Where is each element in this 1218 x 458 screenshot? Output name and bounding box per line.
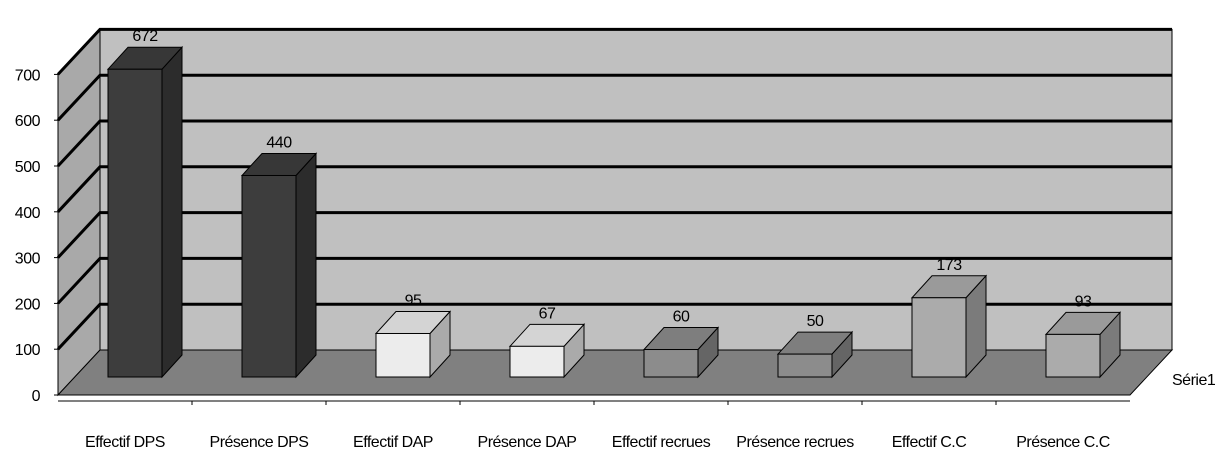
bar-front: [107, 68, 163, 378]
bar-front: [509, 345, 565, 378]
y-tick-label: 0: [32, 388, 41, 405]
bar: [240, 152, 318, 379]
bar-front: [777, 353, 833, 378]
category-label: Présence DPS: [210, 434, 309, 451]
gridline: [56, 211, 1172, 259]
y-tick-label: 200: [15, 296, 41, 313]
data-label: 672: [132, 28, 158, 45]
bar: [642, 326, 720, 379]
y-tick-label: 600: [15, 113, 41, 130]
gridline: [56, 165, 1172, 213]
gridline: [56, 119, 1172, 168]
category-label: Effectif DPS: [85, 434, 165, 451]
bar-front: [375, 332, 431, 378]
category-label: Effectif recrues: [612, 434, 711, 451]
bar-front: [911, 297, 967, 378]
y-axis: 0 100 200 300 400 500 600 700: [15, 67, 1130, 405]
gridlines: [56, 27, 1172, 351]
bar: [910, 274, 988, 379]
bar-front: [643, 349, 699, 378]
gridline: [56, 27, 1172, 76]
category-label: Présence recrues: [736, 434, 854, 451]
bar: [776, 330, 854, 379]
y-tick-label: 300: [15, 251, 41, 268]
bar: [1044, 311, 1122, 379]
bar: [508, 323, 586, 379]
gridline: [56, 302, 1172, 351]
data-label: 67: [539, 305, 556, 322]
data-label: 60: [673, 309, 690, 326]
floor: [56, 349, 1174, 396]
bar-side: [161, 45, 183, 379]
category-label: Effectif DAP: [353, 434, 433, 451]
category-label: Effectif C.C: [892, 434, 967, 451]
category-label: Présence DAP: [478, 434, 577, 451]
y-tick-label: 500: [15, 159, 41, 176]
data-label: 95: [405, 292, 422, 309]
bars: [106, 45, 1122, 379]
gridline: [56, 256, 1172, 305]
bar: [106, 45, 184, 379]
y-tick-label: 700: [15, 67, 41, 84]
bar-front: [241, 174, 297, 378]
series-label: Série1: [1172, 372, 1216, 389]
gridline: [56, 73, 1172, 122]
data-label: 93: [1075, 293, 1092, 310]
y-tick-label: 100: [15, 342, 41, 359]
bar-side: [295, 152, 317, 379]
data-label: 173: [936, 257, 962, 274]
bar: [374, 310, 452, 379]
data-label: 50: [807, 313, 824, 330]
labels: 672 Effectif DPS 440 Présence DPS 95 Effectif…: [85, 28, 1110, 451]
side-wall: [57, 28, 101, 397]
category-label: Présence C.C: [1016, 434, 1110, 451]
bar-front: [1045, 333, 1101, 378]
y-tick-label: 400: [15, 205, 41, 222]
data-label: 440: [266, 134, 292, 151]
